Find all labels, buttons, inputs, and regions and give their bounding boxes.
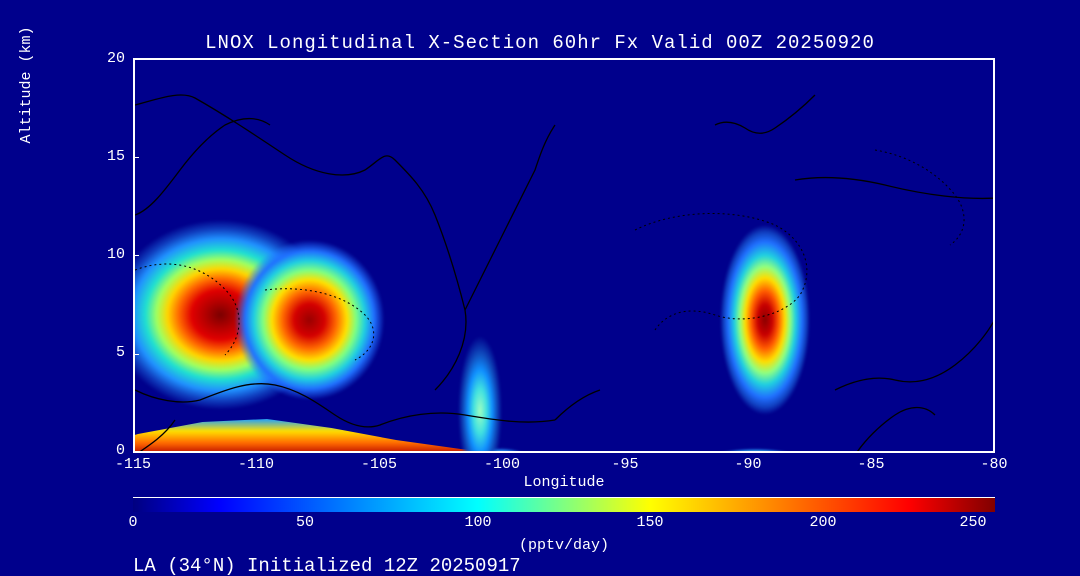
lnox-surface-hotspot-east (700, 445, 810, 453)
map-boundary-lines (135, 60, 995, 453)
lnox-plume-western-secondary (205, 210, 395, 430)
colorbar-container: 0 50 100 150 200 250 (133, 497, 995, 532)
lnox-plume-western (133, 190, 425, 450)
lnox-surface-hotspot-mid (465, 445, 535, 453)
colorbar-gradient (133, 497, 995, 512)
lnox-surface-band (133, 410, 525, 453)
y-axis-label: Altitude (km) (18, 0, 35, 185)
colorbar-units-label: (pptv/day) (133, 537, 995, 554)
chart-screen: LNOX Longitudinal X-Section 60hr Fx Vali… (0, 0, 1080, 576)
x-axis-label: Longitude (133, 474, 995, 491)
lnox-plume-eastern (690, 195, 840, 453)
colorbar-ticks: 0 50 100 150 200 250 (133, 512, 995, 532)
chart-title: LNOX Longitudinal X-Section 60hr Fx Vali… (0, 32, 1080, 54)
plot-area (133, 58, 995, 453)
lnox-plume-narrow-middle (445, 330, 515, 453)
footer-label: LA (34°N) Initialized 12Z 20250917 (133, 555, 521, 576)
